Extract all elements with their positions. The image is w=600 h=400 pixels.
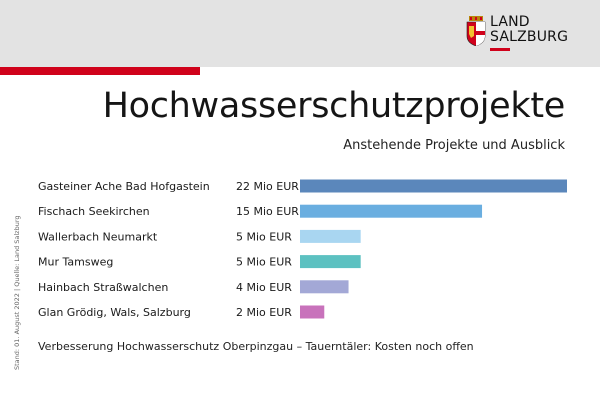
category-label: Mur Tamsweg xyxy=(38,256,113,269)
logo-underline xyxy=(490,48,510,51)
cost-bar-chart: Gasteiner Ache Bad Hofgastein 22 Mio EUR F… xyxy=(38,179,567,319)
logo-text-salzburg: SALZBURG xyxy=(490,29,569,45)
category-label: Gasteiner Ache Bad Hofgastein xyxy=(38,180,210,193)
page-title: Hochwasserschutzprojekte xyxy=(102,86,566,126)
logo-text-land: LAND xyxy=(490,14,530,30)
value-label: 22 Mio EUR xyxy=(236,180,299,193)
value-label: 2 Mio EUR xyxy=(236,306,292,319)
page-subtitle: Anstehende Projekte und Ausblick xyxy=(343,138,565,153)
value-label: 5 Mio EUR xyxy=(236,230,292,243)
bar xyxy=(300,305,325,319)
category-label: Glan Grödig, Wals, Salzburg xyxy=(38,306,191,319)
source-note: Stand: 01. August 2022 | Quelle: Land Sa… xyxy=(13,215,21,370)
bar xyxy=(300,229,361,243)
category-label: Hainbach Straßwalchen xyxy=(38,281,168,294)
chart-footnote: Verbesserung Hochwasserschutz Oberpinzga… xyxy=(38,340,474,353)
bar xyxy=(300,204,483,218)
bar xyxy=(300,280,349,294)
header-bar xyxy=(0,0,600,67)
value-label: 4 Mio EUR xyxy=(236,281,292,294)
bar xyxy=(300,179,567,193)
category-label: Wallerbach Neumarkt xyxy=(38,230,158,243)
bar xyxy=(300,255,361,269)
accent-stripe xyxy=(0,67,200,75)
category-label: Fischach Seekirchen xyxy=(38,205,150,218)
salzburg-coat-of-arms-icon xyxy=(466,16,486,46)
value-label: 5 Mio EUR xyxy=(236,256,292,269)
value-label: 15 Mio EUR xyxy=(236,205,299,218)
land-salzburg-logo: LAND SALZBURG xyxy=(466,14,576,54)
